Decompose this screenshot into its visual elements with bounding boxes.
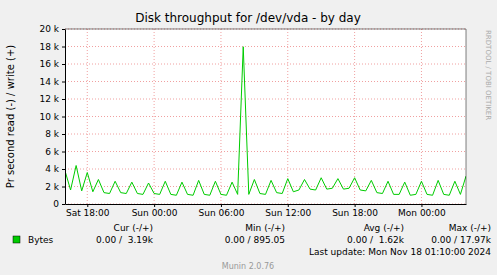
- y-tick-mark: [62, 99, 65, 100]
- y-tick-mark: [62, 169, 65, 170]
- y-tick-mark: [62, 47, 65, 48]
- stats-header: Max (-/+): [449, 223, 491, 233]
- y-tick-mark: [62, 117, 65, 118]
- credit: Munin 2.0.76: [222, 262, 274, 271]
- grid: [65, 29, 466, 204]
- grid-line: [65, 151, 466, 152]
- y-tick-mark: [62, 134, 65, 135]
- x-tick: Mon 00:00: [398, 204, 446, 218]
- y-tick-mark: [62, 64, 65, 65]
- grid-line: [65, 134, 466, 135]
- y-tick-label: 8 k: [45, 129, 60, 139]
- y-tick: 0: [53, 199, 65, 209]
- y-tick-label: 4 k: [45, 164, 60, 174]
- stats-value: 0.00 / 3.19k: [96, 235, 154, 245]
- y-tick-label: 20 k: [39, 24, 59, 34]
- chart: Sat 18:00 Sun 00:00 Sun 06:00 Sun 12:00 Sun …: [0, 0, 497, 275]
- stats-value: 0.00 / 17.97k: [431, 235, 492, 245]
- legend-label: Bytes: [28, 235, 54, 245]
- grid-line: [154, 29, 155, 204]
- y-tick: 12 k: [39, 94, 65, 104]
- y-tick: 18 k: [39, 42, 65, 52]
- y-tick: 20 k: [39, 24, 65, 34]
- y-tick-label: 10 k: [39, 112, 59, 122]
- background: [0, 0, 497, 275]
- y-tick-label: 6 k: [45, 147, 60, 157]
- x-tick-label: Sat 18:00: [66, 208, 110, 218]
- legend-swatch: [13, 236, 20, 243]
- x-tick-mark: [87, 204, 88, 207]
- grid-line: [421, 29, 422, 204]
- y-axis-title: Pr second read (-) / write (+): [5, 45, 16, 188]
- x-tick-mark: [421, 204, 422, 207]
- y-tick-mark: [62, 187, 65, 188]
- y-tick-mark: [62, 152, 65, 153]
- grid-line: [65, 186, 466, 187]
- x-tick: Sun 18:00: [332, 204, 378, 218]
- x-tick-mark: [154, 204, 155, 207]
- grid-line: [65, 116, 466, 117]
- y-tick-label: 18 k: [39, 42, 59, 52]
- x-tick: Sun 00:00: [132, 204, 178, 218]
- y-axis: 0 2 k 4 k 6 k 8 k 10 k 12 k 14 k 16 k 18 k 20 k: [39, 24, 65, 209]
- y-tick: 2 k: [45, 182, 65, 192]
- watermark: RRDTOOL / TOBI OETIKER: [484, 30, 492, 120]
- grid-line: [65, 46, 466, 47]
- grid-line: [65, 81, 466, 82]
- grid-line: [87, 29, 88, 204]
- stats-header: Cur (-/+): [114, 223, 153, 233]
- y-tick: 16 k: [39, 59, 65, 69]
- y-tick-mark: [62, 82, 65, 83]
- last-update: Last update: Mon Nov 18 01:10:00 2024: [309, 247, 491, 257]
- grid-line: [65, 169, 466, 170]
- x-tick: Sat 18:00: [66, 204, 110, 218]
- x-tick-label: Mon 00:00: [398, 208, 446, 218]
- x-tick: Sun 12:00: [265, 204, 311, 218]
- x-tick-label: Sun 18:00: [332, 208, 378, 218]
- x-tick-label: Sun 00:00: [132, 208, 178, 218]
- grid-line: [65, 64, 466, 65]
- grid-line: [220, 29, 221, 204]
- y-axis-line: [65, 30, 66, 205]
- y-tick-label: 0: [53, 199, 59, 209]
- stats-value: 0.00 / 895.05: [225, 235, 285, 245]
- title: Disk throughput for /dev/vda - by day: [135, 11, 361, 25]
- x-tick-label: Sun 06:00: [198, 208, 244, 218]
- plot-area: [65, 29, 466, 204]
- x-tick-mark: [355, 204, 356, 207]
- grid-line: [65, 204, 466, 205]
- x-tick-label: Sun 12:00: [265, 208, 311, 218]
- y-tick: 14 k: [39, 77, 65, 87]
- x-tick-mark: [221, 204, 222, 207]
- y-tick-label: 12 k: [39, 94, 59, 104]
- plot-frame: [466, 29, 467, 204]
- y-tick-label: 2 k: [45, 182, 60, 192]
- series-group: [65, 47, 466, 195]
- y-tick: 10 k: [39, 112, 65, 122]
- x-tick: Sun 06:00: [198, 204, 244, 218]
- y-tick: 4 k: [45, 164, 65, 174]
- plot-frame: [65, 29, 466, 30]
- x-axis: Sat 18:00 Sun 00:00 Sun 06:00 Sun 12:00 Sun …: [66, 204, 467, 218]
- y-tick-mark: [62, 29, 65, 30]
- y-tick-mark: [62, 204, 65, 205]
- series-line: [65, 47, 466, 195]
- x-tick-mark: [288, 204, 289, 207]
- y-tick-label: 16 k: [39, 59, 59, 69]
- x-axis-line: [66, 204, 467, 205]
- grid-line: [65, 29, 466, 30]
- y-tick-label: 14 k: [39, 77, 59, 87]
- stats-value: 0.00 / 1.62k: [347, 235, 405, 245]
- grid-line: [65, 99, 466, 100]
- y-tick: 6 k: [45, 147, 65, 157]
- stats-header: Avg (-/+): [364, 223, 404, 233]
- stats-header: Min (-/+): [245, 223, 285, 233]
- y-tick: 8 k: [45, 129, 65, 139]
